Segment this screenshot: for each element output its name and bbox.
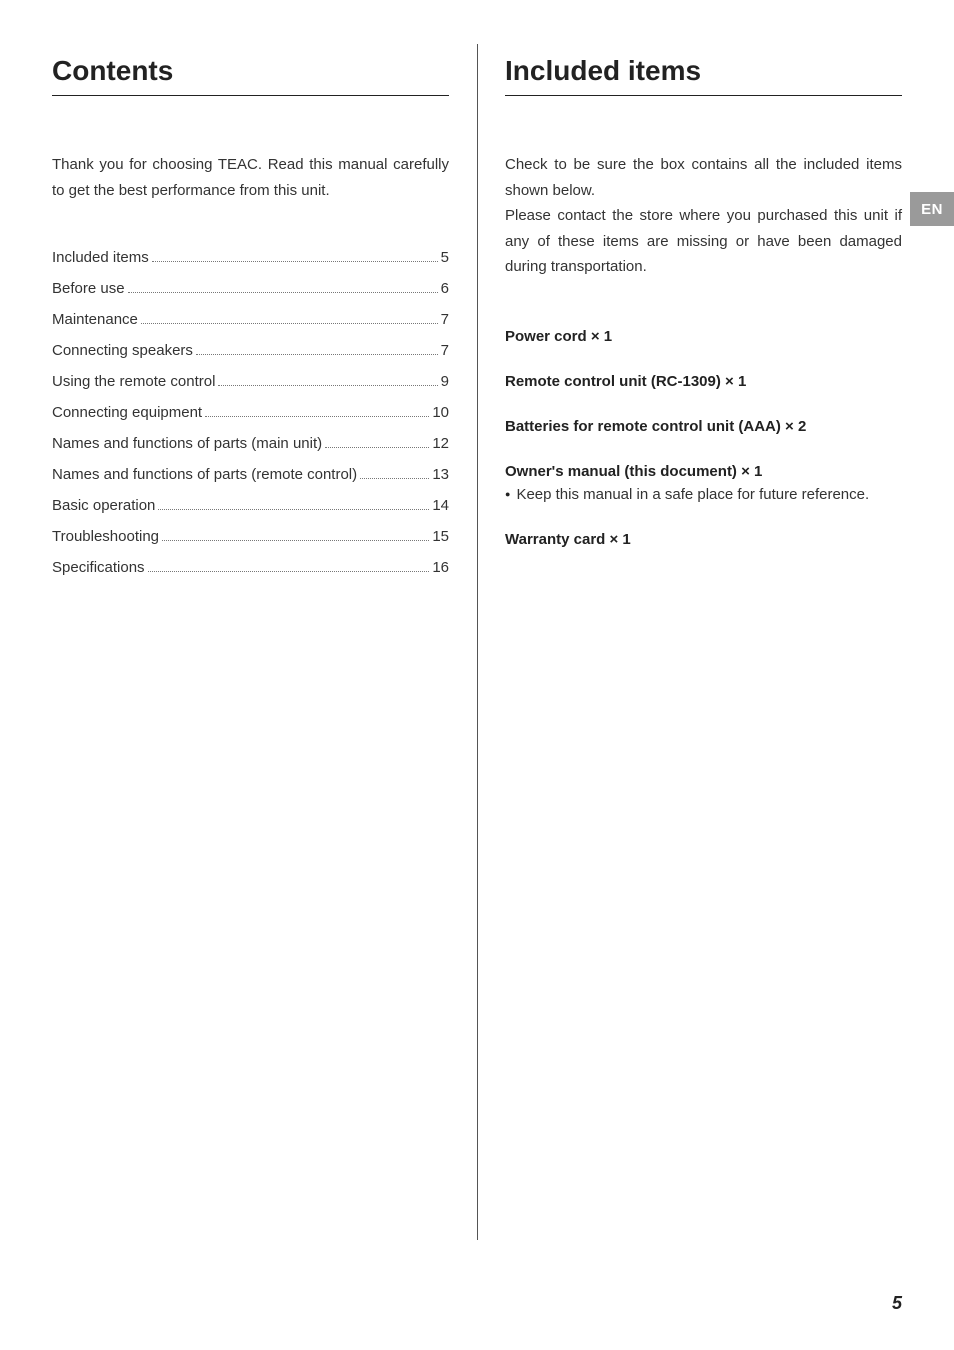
toc-leader-dots: [162, 540, 429, 541]
toc-row: Using the remote control 9: [52, 373, 449, 390]
included-heading: Included items: [505, 55, 902, 96]
toc-label: Connecting equipment: [52, 404, 202, 421]
toc-label: Included items: [52, 249, 149, 266]
toc-leader-dots: [205, 416, 429, 417]
toc-leader-dots: [360, 478, 429, 479]
toc-page: 16: [432, 559, 449, 576]
toc-row: Specifications 16: [52, 559, 449, 576]
included-item-power-cord: Power cord × 1: [505, 328, 902, 345]
toc-page: 14: [432, 497, 449, 514]
toc-page: 15: [432, 528, 449, 545]
toc-leader-dots: [325, 447, 429, 448]
toc-label: Using the remote control: [52, 373, 215, 390]
contents-intro: Thank you for choosing TEAC. Read this m…: [52, 152, 449, 203]
included-item-batteries: Batteries for remote control unit (AAA) …: [505, 418, 902, 435]
toc-label: Maintenance: [52, 311, 138, 328]
toc-page: 7: [441, 311, 449, 328]
page-number: 5: [892, 1293, 902, 1314]
included-item-manual-note: Keep this manual in a safe place for fut…: [505, 486, 902, 503]
included-intro: Check to be sure the box contains all th…: [505, 152, 902, 280]
left-column: Contents Thank you for choosing TEAC. Re…: [52, 55, 477, 1310]
included-item-manual: Owner's manual (this document) × 1: [505, 463, 902, 480]
toc-page: 5: [441, 249, 449, 266]
included-item-warranty: Warranty card × 1: [505, 531, 902, 548]
toc-page: 9: [441, 373, 449, 390]
table-of-contents: Included items 5 Before use 6 Maintenance 7…: [52, 249, 449, 576]
toc-row: Basic operation 14: [52, 497, 449, 514]
toc-leader-dots: [196, 354, 438, 355]
toc-page: 12: [432, 435, 449, 452]
toc-page: 7: [441, 342, 449, 359]
toc-label: Specifications: [52, 559, 145, 576]
toc-label: Troubleshooting: [52, 528, 159, 545]
toc-label: Basic operation: [52, 497, 155, 514]
contents-heading: Contents: [52, 55, 449, 96]
toc-row: Before use 6: [52, 280, 449, 297]
toc-row: Names and functions of parts (remote con…: [52, 466, 449, 483]
toc-label: Names and functions of parts (remote con…: [52, 466, 357, 483]
toc-leader-dots: [152, 261, 438, 262]
toc-row: Connecting equipment 10: [52, 404, 449, 421]
language-badge: EN: [910, 192, 954, 226]
column-divider: [477, 44, 478, 1240]
right-column: Included items Check to be sure the box …: [477, 55, 902, 1310]
toc-leader-dots: [218, 385, 437, 386]
toc-leader-dots: [158, 509, 429, 510]
included-item-remote: Remote control unit (RC-1309) × 1: [505, 373, 902, 390]
toc-leader-dots: [141, 323, 438, 324]
toc-label: Names and functions of parts (main unit): [52, 435, 322, 452]
toc-page: 6: [441, 280, 449, 297]
toc-leader-dots: [148, 571, 430, 572]
toc-label: Before use: [52, 280, 125, 297]
toc-label: Connecting speakers: [52, 342, 193, 359]
toc-page: 10: [432, 404, 449, 421]
toc-row: Included items 5: [52, 249, 449, 266]
toc-row: Connecting speakers 7: [52, 342, 449, 359]
manual-page: Contents Thank you for choosing TEAC. Re…: [0, 0, 954, 1350]
toc-row: Troubleshooting 15: [52, 528, 449, 545]
toc-row: Maintenance 7: [52, 311, 449, 328]
toc-page: 13: [432, 466, 449, 483]
toc-leader-dots: [128, 292, 438, 293]
toc-row: Names and functions of parts (main unit)…: [52, 435, 449, 452]
